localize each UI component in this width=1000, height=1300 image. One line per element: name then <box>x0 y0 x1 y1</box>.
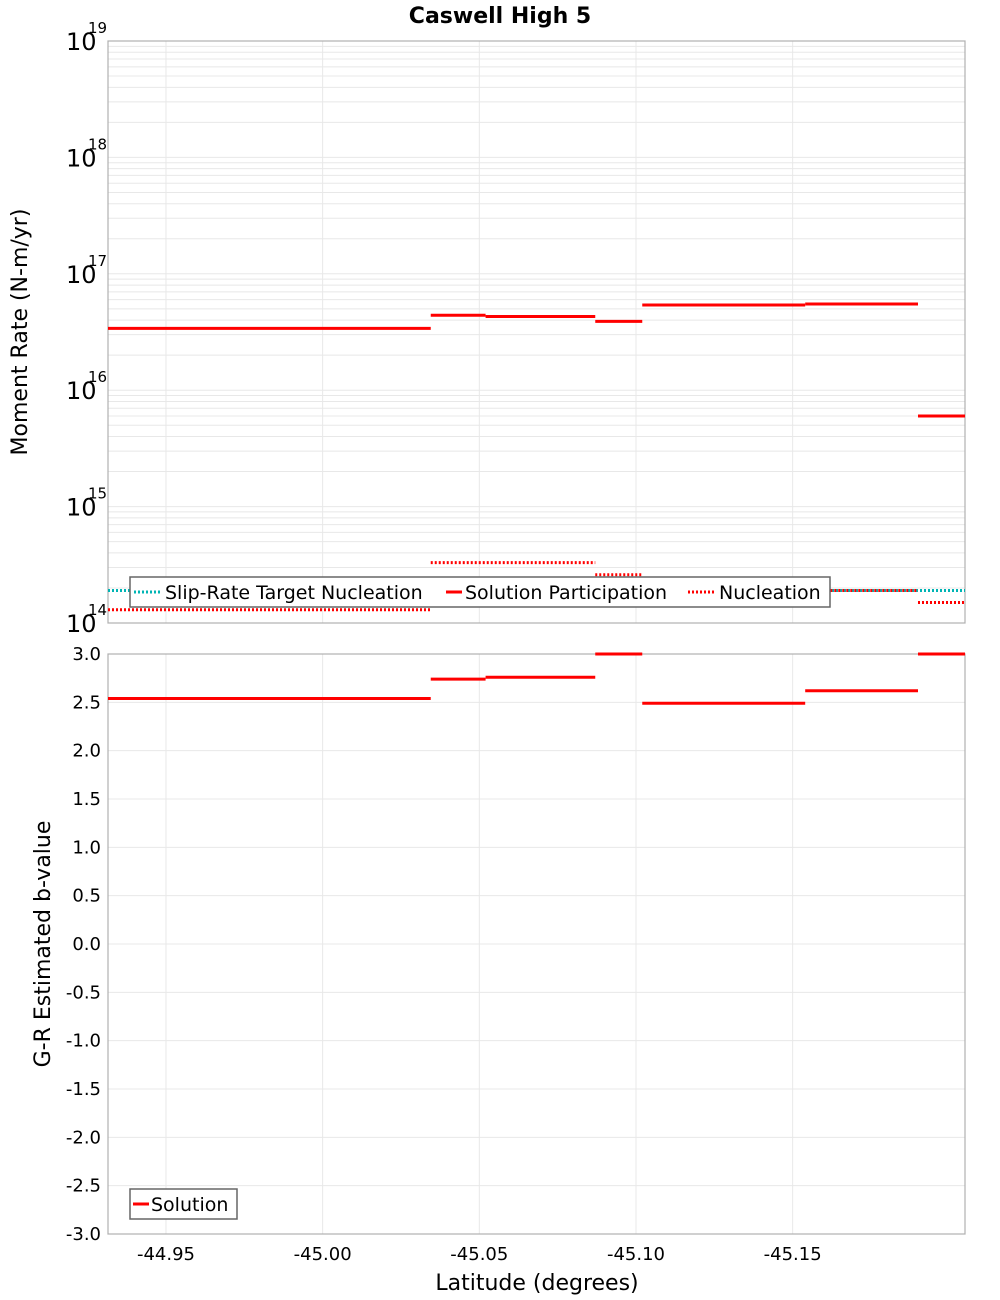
bottom-plot-frame <box>107 653 966 1235</box>
svg-text:10: 10 <box>66 261 97 289</box>
y-tick-label: 3.0 <box>72 644 101 665</box>
bottom-y-ticks: 3.0 2.5 2.0 1.5 1.0 0.5 0.0 -0.5 -1.0 -1.5 -2.0 -2.… <box>66 644 101 1245</box>
svg-text:16: 16 <box>88 368 107 386</box>
bottom-legend: Solution <box>129 1188 238 1220</box>
svg-text:10: 10 <box>66 377 97 405</box>
y-tick-label: -1.5 <box>66 1079 101 1100</box>
bottom-series <box>108 652 965 705</box>
bottom-panel: 3.0 2.5 2.0 1.5 1.0 0.5 0.0 -0.5 -1.0 -1.5 -2.0 -2.… <box>31 644 966 1296</box>
y-tick-label: 2.0 <box>72 741 101 762</box>
legend-nucleation-label: Nucleation <box>719 582 821 604</box>
svg-text:10: 10 <box>66 28 97 56</box>
y-tick-label: 0.0 <box>72 934 101 955</box>
x-tick-label: -45.00 <box>294 1244 352 1265</box>
top-y-axis-label: Moment Rate (N-m/yr) <box>8 209 33 456</box>
y-tick-label: -2.0 <box>66 1127 101 1148</box>
y-tick-label: -0.5 <box>66 982 101 1003</box>
series-solution <box>108 652 965 705</box>
y-tick-label: 2.5 <box>72 692 101 713</box>
svg-text:15: 15 <box>88 485 107 503</box>
x-ticks: -44.95 -45.00 -45.05 -45.10 -45.15 <box>137 1244 822 1265</box>
y-tick-label: 0.5 <box>72 886 101 907</box>
chart-title: Caswell High 5 <box>409 4 591 29</box>
legend-target-label: Slip-Rate Target Nucleation <box>165 582 423 604</box>
bottom-grid <box>108 653 965 1235</box>
y-tick-label: -3.0 <box>66 1224 101 1245</box>
legend-solution-label: Solution Participation <box>465 582 667 604</box>
svg-text:10: 10 <box>66 494 97 522</box>
x-tick-label: -45.05 <box>450 1244 508 1265</box>
svg-text:10: 10 <box>66 610 97 638</box>
y-tick-label: 1.5 <box>72 789 101 810</box>
x-tick-label: -45.15 <box>764 1244 822 1265</box>
bottom-y-axis-label: G-R Estimated b-value <box>31 821 56 1068</box>
svg-text:18: 18 <box>88 135 107 153</box>
x-tick-label: -45.10 <box>607 1244 665 1265</box>
top-series <box>108 302 965 612</box>
y-tick-label: -2.5 <box>66 1176 101 1197</box>
svg-text:10: 10 <box>66 144 97 172</box>
x-tick-label: -44.95 <box>137 1244 195 1265</box>
legend-solution-b-label: Solution <box>151 1194 228 1216</box>
top-grid <box>108 41 965 624</box>
svg-text:17: 17 <box>88 252 107 270</box>
top-legend: Slip-Rate Target Nucleation Solution Par… <box>129 576 831 608</box>
svg-text:14: 14 <box>88 601 107 619</box>
top-plot-frame <box>107 40 966 624</box>
y-tick-label: -1.0 <box>66 1031 101 1052</box>
y-tick-label: 1.0 <box>72 837 101 858</box>
series-solution-participation <box>108 302 965 418</box>
svg-text:19: 19 <box>88 19 107 37</box>
x-axis-label: Latitude (degrees) <box>435 1271 638 1296</box>
